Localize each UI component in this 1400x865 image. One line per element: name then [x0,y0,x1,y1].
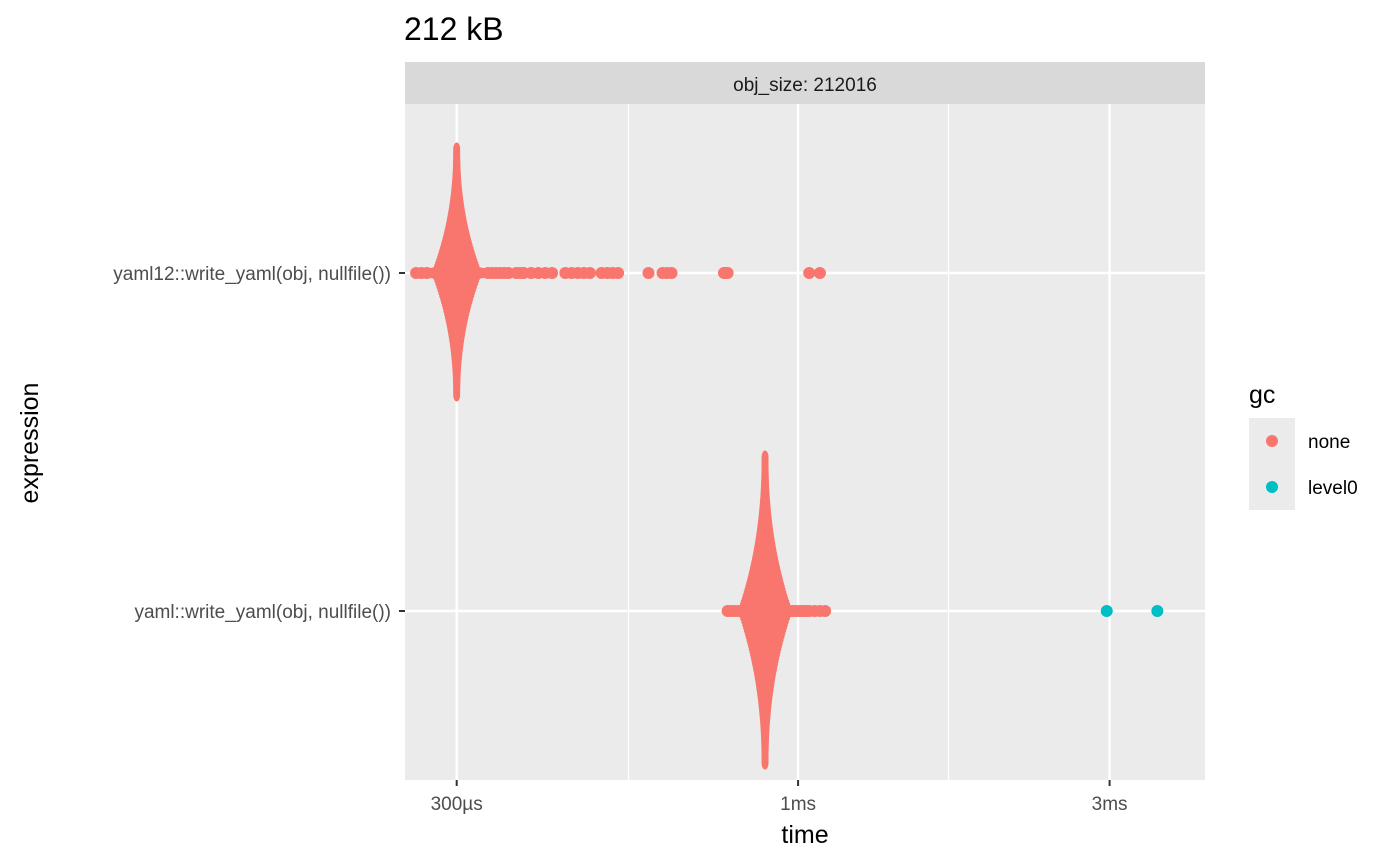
y-tick-label-1: yaml::write_yaml(obj, nullfile()) [134,602,391,623]
x-tick-label-1: 1ms [780,794,816,815]
point-none [420,267,433,279]
point-none [746,605,759,617]
point-none [583,267,596,279]
point-none [665,267,678,279]
axes: 300µs 1ms 3ms yaml12::write_yaml(obj, nullf… [113,264,1127,815]
data-points [410,142,1164,770]
plot-panel [405,104,1205,780]
point-none [813,267,826,279]
point-none [612,267,625,279]
chart-title: 212 kB [404,11,504,47]
core-point [418,266,495,280]
legend-key-none [1266,435,1278,447]
x-tick-label-2: 3ms [1092,794,1128,815]
beeswarm-core-0 [418,142,495,402]
point-none [642,267,655,279]
facet-label: obj_size: 212016 [733,75,877,96]
facet-strip [405,62,1205,104]
legend-key-level0 [1266,481,1278,493]
point-none [546,267,559,279]
point-none [819,605,832,617]
y-axis-title: expression [16,383,44,504]
beeswarm-core-1 [725,450,806,770]
point-none [803,267,816,279]
point-level0 [1100,605,1113,617]
y-tick-label-0: yaml12::write_yaml(obj, nullfile()) [113,264,391,285]
legend-title: gc [1249,381,1275,409]
legend-label-level0: level0 [1308,478,1358,499]
core-point [453,388,461,402]
legend-label-none: none [1308,432,1350,453]
core-point [761,756,769,770]
point-none [721,267,734,279]
legend: gc none level0 [1249,381,1358,510]
x-tick-label-0: 300µs [431,794,483,815]
x-axis-title: time [781,821,828,849]
point-level0 [1151,605,1164,617]
